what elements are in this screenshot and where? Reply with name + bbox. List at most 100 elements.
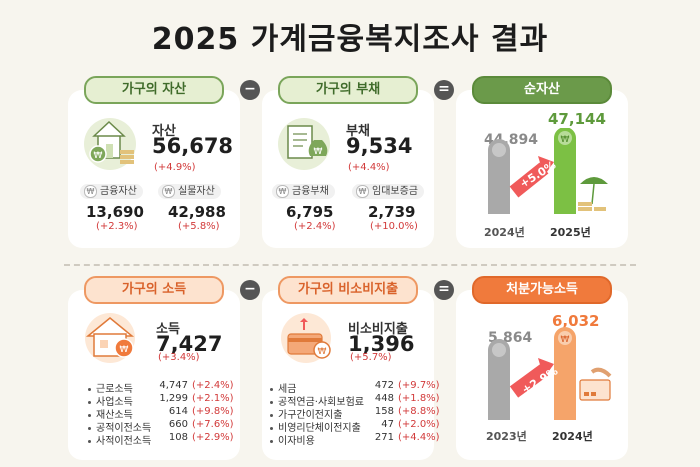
net-assets-bars: ₩ [488,128,608,214]
real-assets-label: 실물자산 [178,186,215,197]
non-consumption-item-value: 47 [381,419,394,430]
income-tab: 가구의 소득 [84,276,224,304]
financial-debt-label: 금융부채 [292,186,329,197]
svg-text:₩: ₩ [318,347,327,357]
real-assets-change: (+5.8%) [178,221,220,232]
equals-operator: = [434,80,454,100]
income-label: 소득 [156,322,180,337]
disposable-tab: 처분가능소득 [472,276,612,304]
financial-assets-label: 금융자산 [100,186,137,197]
lease-deposit-tag: ₩ 임대보증금 [352,184,424,199]
equals-operator: = [434,280,454,300]
lease-deposit-change: (+10.0%) [370,221,418,232]
wallet-hearts-icon: ₩ [281,313,331,363]
house-coins-icon: ₩ [84,118,136,170]
income-value: 7,427 [156,332,223,356]
disposable-prev-year: 2023년 [486,430,527,443]
income-item-label: 공적이전소득 [96,423,152,434]
income-item-change: (+7.6%) [192,419,234,430]
financial-assets-value: 13,690 [86,203,144,221]
debt-change: (+4.4%) [348,162,390,173]
non-consumption-item: 가구간이전지출 158 (+8.8%) [270,406,440,421]
net-assets-cur-bar [554,138,576,214]
income-item-value: 660 [168,419,188,430]
svg-text:₩: ₩ [120,345,129,355]
financial-assets-tag: ₩ 금융자산 [80,184,143,199]
real-assets-tag: ₩ 실물자산 [158,184,221,199]
non-consumption-item: 비영리단체이전지출 47 (+2.0%) [270,419,440,434]
income-item-change: (+2.1%) [192,393,234,404]
non-consumption-item-label: 세금 [278,384,297,395]
income-item: 사업소득 1,299 (+2.1%) [88,393,238,408]
non-consumption-item-value: 158 [374,406,394,417]
minus-operator: − [240,80,260,100]
non-consumption-tab: 가구의 비소비지출 [278,276,418,304]
assets-card [68,90,240,248]
won-icon: ₩ [162,184,175,198]
income-change: (+3.4%) [158,352,200,363]
financial-debt-value: 6,795 [286,203,334,221]
svg-text:₩: ₩ [314,147,323,157]
section-divider [64,264,636,266]
assets-value: 56,678 [152,134,234,158]
income-item: 사적이전소득 108 (+2.9%) [88,432,238,447]
non-consumption-item: 세금 472 (+9.7%) [270,380,440,395]
net-assets-tab: 순자산 [472,76,612,104]
net-assets-prev-year: 2024년 [484,226,525,239]
non-consumption-change: (+5.7%) [350,352,392,363]
net-assets-cur-year: 2025년 [550,226,591,239]
income-item-label: 사업소득 [96,397,133,408]
income-item-change: (+2.4%) [192,380,234,391]
income-item-value: 1,299 [159,393,188,404]
minus-operator: − [240,280,260,300]
income-item: 공적이전소득 660 (+7.6%) [88,419,238,434]
house-coin-icon: ₩ [85,313,135,363]
debt-tab: 가구의 부채 [278,76,418,104]
income-item-label: 사적이전소득 [96,436,152,447]
real-assets-value: 42,988 [168,203,226,221]
non-consumption-item-change: (+9.7%) [398,380,440,391]
non-consumption-item-label: 이자비용 [278,436,315,447]
income-item: 재산소득 614 (+9.8%) [88,406,238,421]
non-consumption-item: 이자비용 271 (+4.4%) [270,432,440,447]
income-item-value: 4,747 [159,380,188,391]
disposable-prev-bar [488,350,510,420]
non-consumption-label: 비소비지출 [348,322,408,337]
income-item-change: (+9.8%) [192,406,234,417]
income-item-value: 108 [168,432,188,443]
non-consumption-item-label: 비영리단체이전지출 [278,423,361,434]
financial-debt-change: (+2.4%) [294,221,336,232]
svg-text:₩: ₩ [561,135,570,145]
non-consumption-item-change: (+8.8%) [398,406,440,417]
svg-text:₩: ₩ [94,151,103,161]
document-moneybag-icon: ₩ [278,118,330,170]
non-consumption-item-value: 271 [374,432,394,443]
non-consumption-item-value: 448 [374,393,394,404]
non-consumption-item-value: 472 [374,380,394,391]
disposable-cur-bar [554,338,576,420]
disposable-bars: ₩ [488,327,612,420]
debt-card [262,90,434,248]
net-assets-prev-bar [488,150,510,214]
income-item-label: 재산소득 [96,410,133,421]
non-consumption-item-change: (+1.8%) [398,393,440,404]
net-assets-cur-value: 47,144 [548,110,606,128]
income-item-change: (+2.9%) [192,432,234,443]
assets-change: (+4.9%) [154,162,196,173]
income-item-label: 근로소득 [96,384,133,395]
lease-deposit-value: 2,739 [368,203,416,221]
debt-value: 9,534 [346,134,413,158]
lease-deposit-label: 임대보증금 [372,186,418,197]
won-icon: ₩ [84,184,97,198]
svg-text:₩: ₩ [561,335,570,345]
won-icon: ₩ [276,184,289,198]
disposable-cur-value: 6,032 [552,312,600,330]
assets-tab: 가구의 자산 [84,76,224,104]
non-consumption-value: 1,396 [348,332,415,356]
page-title: 2025 가계금융복지조사 결과 [151,22,549,57]
non-consumption-item-change: (+4.4%) [398,432,440,443]
debt-label: 부채 [346,124,370,139]
disposable-cur-year: 2024년 [552,430,593,443]
non-consumption-item-change: (+2.0%) [398,419,440,430]
income-item-value: 614 [168,406,188,417]
